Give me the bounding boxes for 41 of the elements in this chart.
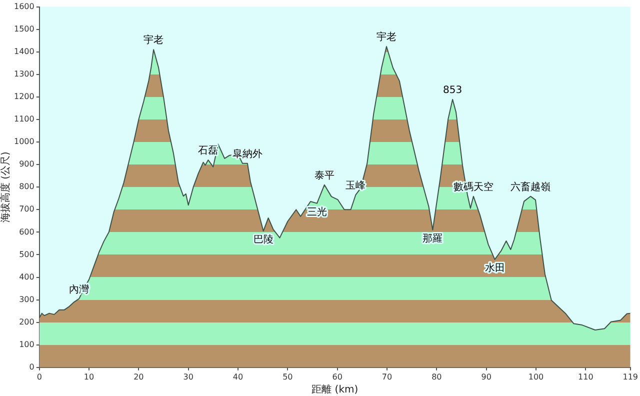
y-tick-label: 1600 [14,2,34,11]
annotation: 六畜越嶺 [510,180,551,193]
x-tick-label: 100 [528,372,544,382]
y-tick-label: 300 [19,294,34,304]
x-tick-label: 40 [232,372,244,382]
x-tick-label: 0 [36,372,42,382]
y-tick-label: 1000 [14,137,34,146]
x-tick-label: 20 [134,372,144,382]
y-tick-label: 0 [29,362,34,372]
y-tick-label: 600 [19,227,34,236]
annotation: 宇老 [144,34,164,46]
y-tick-label: 1200 [14,92,34,102]
x-tick-label: 50 [282,372,293,382]
y-tick-label: 1100 [14,114,34,124]
y-tick-label: 1300 [14,69,34,78]
y-tick-label: 200 [19,317,34,326]
y-tick-label: 400 [19,272,34,282]
y-tick-label: 500 [19,250,34,259]
annotation: 水田 [484,262,505,274]
y-tick-label: 900 [19,160,34,169]
x-tick-label: 30 [183,372,194,382]
x-axis-title: 距離 (km) [312,384,358,396]
annotation: 巴陵 [253,234,274,246]
annotation: 那羅 [422,234,443,245]
x-tick-label: 70 [382,372,392,382]
y-tick-label: 1400 [14,46,34,56]
x-tick-label: 10 [84,372,94,382]
x-tick-label: 110 [578,372,594,382]
annotation: 三光 [306,206,327,218]
x-tick-label: 119 [622,372,638,382]
annotation: 泰平 [314,170,334,182]
x-tick-label: 80 [432,372,442,382]
annotation: 宇老 [376,31,397,44]
y-axis-title: 海拔高度 (公尺) [0,152,12,223]
y-tick-label: 700 [19,204,34,214]
y-tick-label: 1500 [14,24,34,34]
y-tick-label: 100 [19,340,34,349]
x-tick-label: 90 [481,372,492,382]
annotation: 853 [443,85,462,96]
x-tick-label: 60 [332,372,342,382]
y-tick-label: 800 [19,182,34,192]
